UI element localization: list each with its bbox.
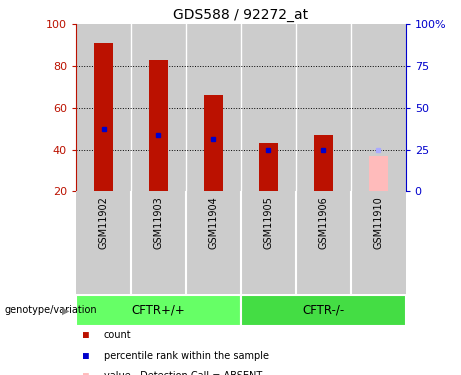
Bar: [76, 295, 241, 326]
Text: CFTR+/+: CFTR+/+: [131, 304, 185, 317]
Text: ■: ■: [83, 330, 89, 340]
Bar: [131, 24, 186, 191]
Text: GSM11905: GSM11905: [263, 196, 273, 249]
Bar: [94, 43, 113, 191]
Text: GSM11904: GSM11904: [208, 196, 219, 249]
Text: genotype/variation: genotype/variation: [5, 305, 97, 315]
Text: ▶: ▶: [62, 305, 70, 315]
Bar: [149, 60, 168, 191]
Text: value,  Detection Call = ABSENT: value, Detection Call = ABSENT: [104, 371, 262, 375]
Text: GSM11903: GSM11903: [154, 196, 164, 249]
Bar: [241, 295, 406, 326]
Bar: [296, 24, 351, 191]
Bar: [369, 156, 388, 191]
Bar: [313, 135, 333, 191]
Text: GSM11910: GSM11910: [373, 196, 383, 249]
Bar: [186, 24, 241, 191]
Text: GSM11906: GSM11906: [318, 196, 328, 249]
Title: GDS588 / 92272_at: GDS588 / 92272_at: [173, 8, 308, 22]
Text: GSM11902: GSM11902: [99, 196, 108, 249]
Text: count: count: [104, 330, 131, 340]
Text: ■: ■: [83, 351, 89, 361]
Bar: [204, 95, 223, 191]
Text: CFTR-/-: CFTR-/-: [302, 304, 344, 317]
Bar: [259, 143, 278, 191]
Bar: [351, 24, 406, 191]
Bar: [76, 24, 131, 191]
Bar: [241, 24, 296, 191]
Text: ■: ■: [83, 371, 89, 375]
Text: percentile rank within the sample: percentile rank within the sample: [104, 351, 269, 361]
